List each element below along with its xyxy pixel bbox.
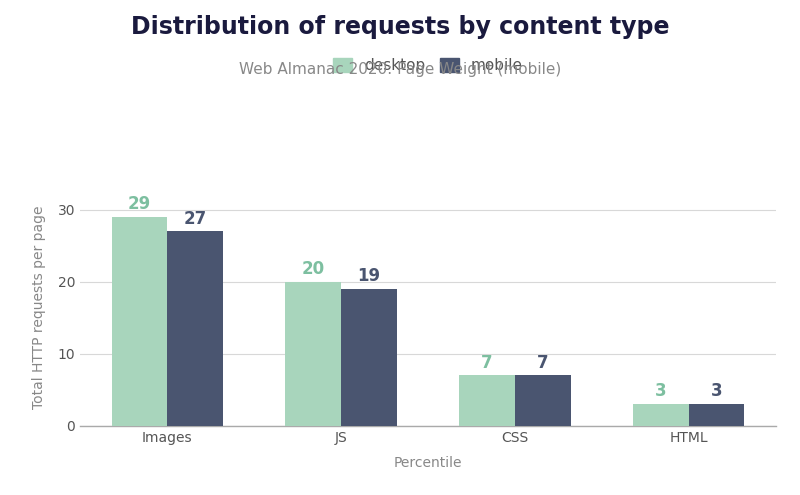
X-axis label: Percentile: Percentile — [394, 456, 462, 470]
Bar — [515, 375, 570, 426]
Bar — [167, 231, 223, 426]
Text: 29: 29 — [128, 196, 151, 213]
Text: Distribution of requests by content type: Distribution of requests by content type — [130, 15, 670, 39]
Text: 19: 19 — [358, 267, 381, 285]
Text: 7: 7 — [482, 354, 493, 372]
Bar — [689, 404, 744, 426]
Bar — [112, 217, 167, 426]
Text: 7: 7 — [537, 354, 549, 372]
Text: 20: 20 — [302, 260, 325, 278]
Bar — [341, 289, 397, 426]
Y-axis label: Total HTTP requests per page: Total HTTP requests per page — [33, 205, 46, 409]
Bar — [633, 404, 689, 426]
Text: 3: 3 — [655, 383, 666, 400]
Text: Web Almanac 2020: Page Weight (mobile): Web Almanac 2020: Page Weight (mobile) — [239, 62, 561, 77]
Text: 3: 3 — [710, 383, 722, 400]
Bar — [459, 375, 515, 426]
Bar — [286, 282, 341, 426]
Legend: desktop, mobile: desktop, mobile — [333, 58, 523, 73]
Text: 27: 27 — [183, 210, 206, 228]
